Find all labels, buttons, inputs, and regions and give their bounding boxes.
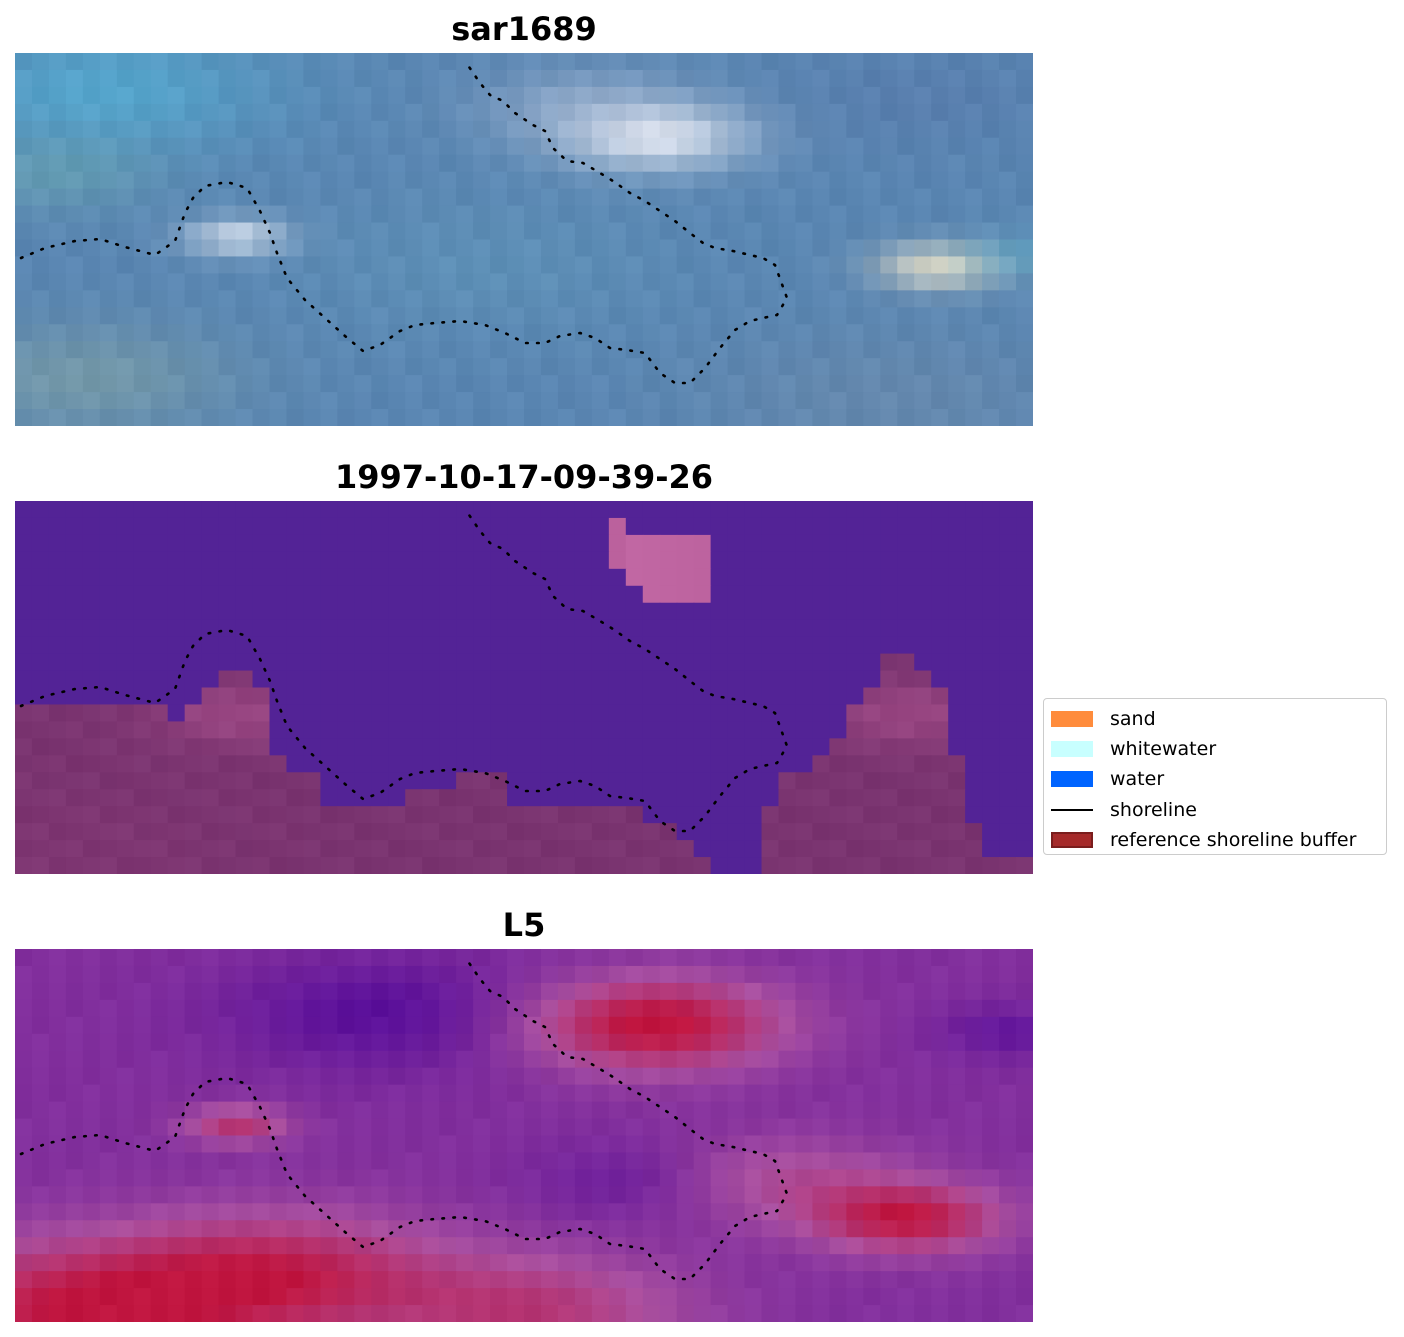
- legend-item-reference-shoreline-buffer: reference shoreline buffer: [1051, 825, 1386, 855]
- classified-image-panel: [15, 501, 1033, 874]
- legend-item-shoreline: shoreline: [1051, 795, 1386, 825]
- whitewater-swatch: [1051, 741, 1093, 758]
- legend-item-whitewater: whitewater: [1051, 734, 1386, 764]
- shoreline: [19, 59, 789, 385]
- legend-label: shoreline: [1110, 798, 1197, 821]
- panel-title-2: 1997-10-17-09-39-26: [334, 458, 714, 496]
- sand-swatch: [1051, 711, 1093, 728]
- rgb-image: [15, 53, 1033, 426]
- panel-title-3: L5: [502, 906, 546, 944]
- legend-label: whitewater: [1110, 738, 1217, 761]
- legend-item-water: water: [1051, 764, 1386, 794]
- legend-label: sand: [1110, 708, 1156, 731]
- shoreline: [19, 507, 789, 833]
- panel-title-1: sar1689: [451, 10, 597, 48]
- legend-item-sand: sand: [1051, 704, 1386, 734]
- index-image: [15, 949, 1033, 1322]
- classified-image: [15, 501, 1033, 874]
- legend-label: water: [1110, 768, 1165, 791]
- shoreline: [19, 955, 789, 1281]
- shoreline-line-swatch: [1051, 802, 1093, 818]
- legend-label: reference shoreline buffer: [1110, 828, 1357, 851]
- buffer-swatch: [1051, 831, 1093, 848]
- rgb-image-panel: [15, 53, 1033, 426]
- water-swatch: [1051, 771, 1093, 788]
- index-image-panel: [15, 949, 1033, 1322]
- legend: sand whitewater water shoreline referenc…: [1043, 698, 1387, 855]
